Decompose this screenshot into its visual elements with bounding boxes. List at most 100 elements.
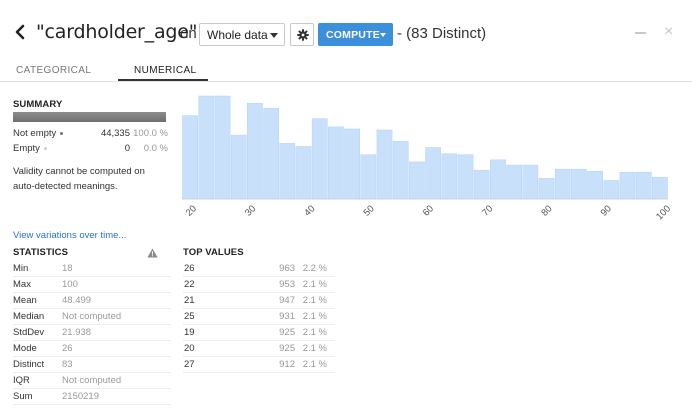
stat-label: Distinct [13,359,45,370]
x-tick-label: 80 [539,203,554,218]
top-value-count: 925 [279,327,295,338]
histogram-bar[interactable] [198,95,215,200]
summary-label: Empty [13,143,40,154]
stat-label: Min [13,263,29,274]
top-value-pct: 2.2 % [302,263,327,274]
top-value: 25 [184,311,195,322]
stat-label: Median [13,311,45,322]
validity-note: Validity cannot be computed on auto-dete… [13,166,145,192]
histogram-bar[interactable] [247,102,263,200]
top-value-pct: 2.1 % [302,327,327,338]
gear-icon [297,29,309,41]
top-value-pct: 2.1 % [302,295,327,306]
top-value-row: 27 912 2.1 % [183,357,335,373]
summary-title: SUMMARY [13,99,63,110]
stat-row: Max 100 [13,277,171,293]
stat-value: 21.938 [62,327,92,338]
histogram-bar[interactable] [603,180,620,200]
chevron-left-icon[interactable] [14,24,26,44]
active-tab-indicator [118,79,208,81]
histogram-bar[interactable] [619,171,636,200]
tab-categorical[interactable]: CATEGORICAL [16,65,92,76]
top-value: 21 [184,295,195,306]
summary-pct: 100.0 % [133,128,168,139]
histogram-bar[interactable] [230,134,247,200]
top-value: 27 [184,359,195,370]
histogram-bar[interactable] [344,128,360,200]
summary-row-empty: Empty 0 0.0 % [13,143,168,157]
histogram-bar[interactable] [554,168,571,200]
top-value-count: 963 [279,263,295,274]
histogram-bar[interactable] [263,108,279,200]
histogram-bar[interactable] [490,159,506,200]
warning-icon[interactable] [147,245,158,263]
histogram-bar[interactable] [392,141,409,200]
top-value-count: 925 [279,343,295,354]
top-value: 19 [184,327,195,338]
histogram-bar[interactable] [635,171,652,200]
stat-row: Mode 26 [13,341,171,357]
view-variations-link[interactable]: View variations over time... [13,230,127,241]
summary-count: 44,335 [100,128,130,139]
stat-row: Distinct 83 [13,357,171,373]
histogram-bar[interactable] [652,177,668,200]
top-value-count: 947 [279,295,295,306]
x-tick-label: 30 [243,203,258,218]
stat-row: IQR Not computed [13,373,171,389]
stat-value: Not computed [62,375,122,386]
tab-numerical[interactable]: NUMERICAL [134,65,197,76]
stat-row: Sum 2150219 [13,389,171,405]
x-tick-label: 20 [184,203,199,218]
top-value-row: 19 925 2.1 % [183,325,335,341]
settings-button[interactable] [290,23,314,46]
minimize-icon[interactable] [635,32,646,34]
compute-button[interactable]: COMPUTE [318,23,393,46]
column-title: "cardholder_age" [36,21,198,43]
histogram-bar[interactable] [279,143,296,200]
histogram-bar[interactable] [214,95,231,200]
histogram-bar[interactable] [506,164,522,200]
histogram-bar[interactable] [360,154,377,200]
chevron-down-icon [380,33,386,37]
histogram-bar[interactable] [376,129,393,200]
stat-row: Mean 48.499 [13,293,171,309]
histogram-bar[interactable] [409,161,425,200]
histogram-bar[interactable] [425,147,441,200]
top-value-row: 20 925 2.1 % [183,341,335,357]
top-value: 26 [184,263,195,274]
summary-pct: 0.0 % [143,143,168,154]
histogram-bar[interactable] [441,153,458,200]
histogram-bar[interactable] [587,170,603,200]
summary-label: Not empty [13,128,57,139]
x-tick-label: 40 [302,203,317,218]
stat-label: Mean [13,295,37,306]
histogram-bar[interactable] [295,146,312,200]
x-tick-label: 100 [654,203,673,222]
x-tick-label: 70 [480,203,495,218]
histogram-bar[interactable] [457,154,474,200]
top-value-count: 931 [279,311,295,322]
histogram-bar[interactable] [182,115,198,200]
histogram-bar[interactable] [328,126,344,200]
histogram-bar[interactable] [473,169,490,200]
top-value-pct: 2.1 % [302,343,327,354]
stat-label: Mode [13,343,37,354]
close-icon[interactable]: × [664,23,674,40]
top-value: 20 [184,343,195,354]
stat-value: Not computed [62,311,122,322]
x-tick-label: 90 [599,203,614,218]
sample-select[interactable]: Whole data [199,23,285,46]
histogram-bar[interactable] [571,168,587,200]
top-value-row: 25 931 2.1 % [183,309,335,325]
stat-row: StdDev 21.938 [13,325,171,341]
sample-select-value: Whole data [207,28,268,42]
top-value-pct: 2.1 % [302,359,327,370]
stat-row: Median Not computed [13,309,171,325]
histogram-bar[interactable] [522,164,539,200]
stat-value: 100 [62,279,78,290]
stat-label: Max [13,279,31,290]
histogram-bar[interactable] [538,178,555,200]
histogram-bar[interactable] [311,118,328,200]
top-value: 22 [184,279,195,290]
legend-dot-icon [43,146,47,150]
